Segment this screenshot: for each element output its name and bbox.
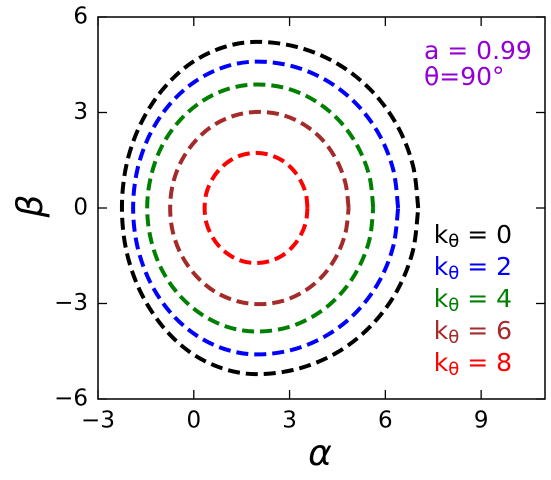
annotation: θ=90° xyxy=(424,62,505,91)
legend-entry: kθ = 8 xyxy=(434,348,512,380)
x-tick-label: 9 xyxy=(474,408,489,434)
y-tick-label: 3 xyxy=(73,99,88,125)
curve xyxy=(168,109,351,307)
legend-entry: kθ = 2 xyxy=(434,252,512,284)
y-tick-label: −3 xyxy=(54,290,88,316)
x-axis-label: α xyxy=(308,433,332,474)
legend-entry: kθ = 6 xyxy=(434,316,512,348)
x-tick-label: −3 xyxy=(81,408,115,434)
curve xyxy=(119,39,421,377)
legend-entry: kθ = 0 xyxy=(434,220,512,252)
x-tick-label: 6 xyxy=(378,408,393,434)
curve xyxy=(145,82,376,334)
y-tick-label: −6 xyxy=(54,386,88,412)
curve xyxy=(131,59,401,357)
y-tick-label: 0 xyxy=(73,195,88,221)
curve xyxy=(202,150,310,266)
x-tick-label: 0 xyxy=(186,408,201,434)
y-axis-label: β xyxy=(10,195,51,219)
y-tick-label: 6 xyxy=(73,4,88,30)
x-tick-label: 3 xyxy=(282,408,297,434)
legend-entry: kθ = 4 xyxy=(434,284,512,316)
annotation: a = 0.99 xyxy=(424,36,532,65)
